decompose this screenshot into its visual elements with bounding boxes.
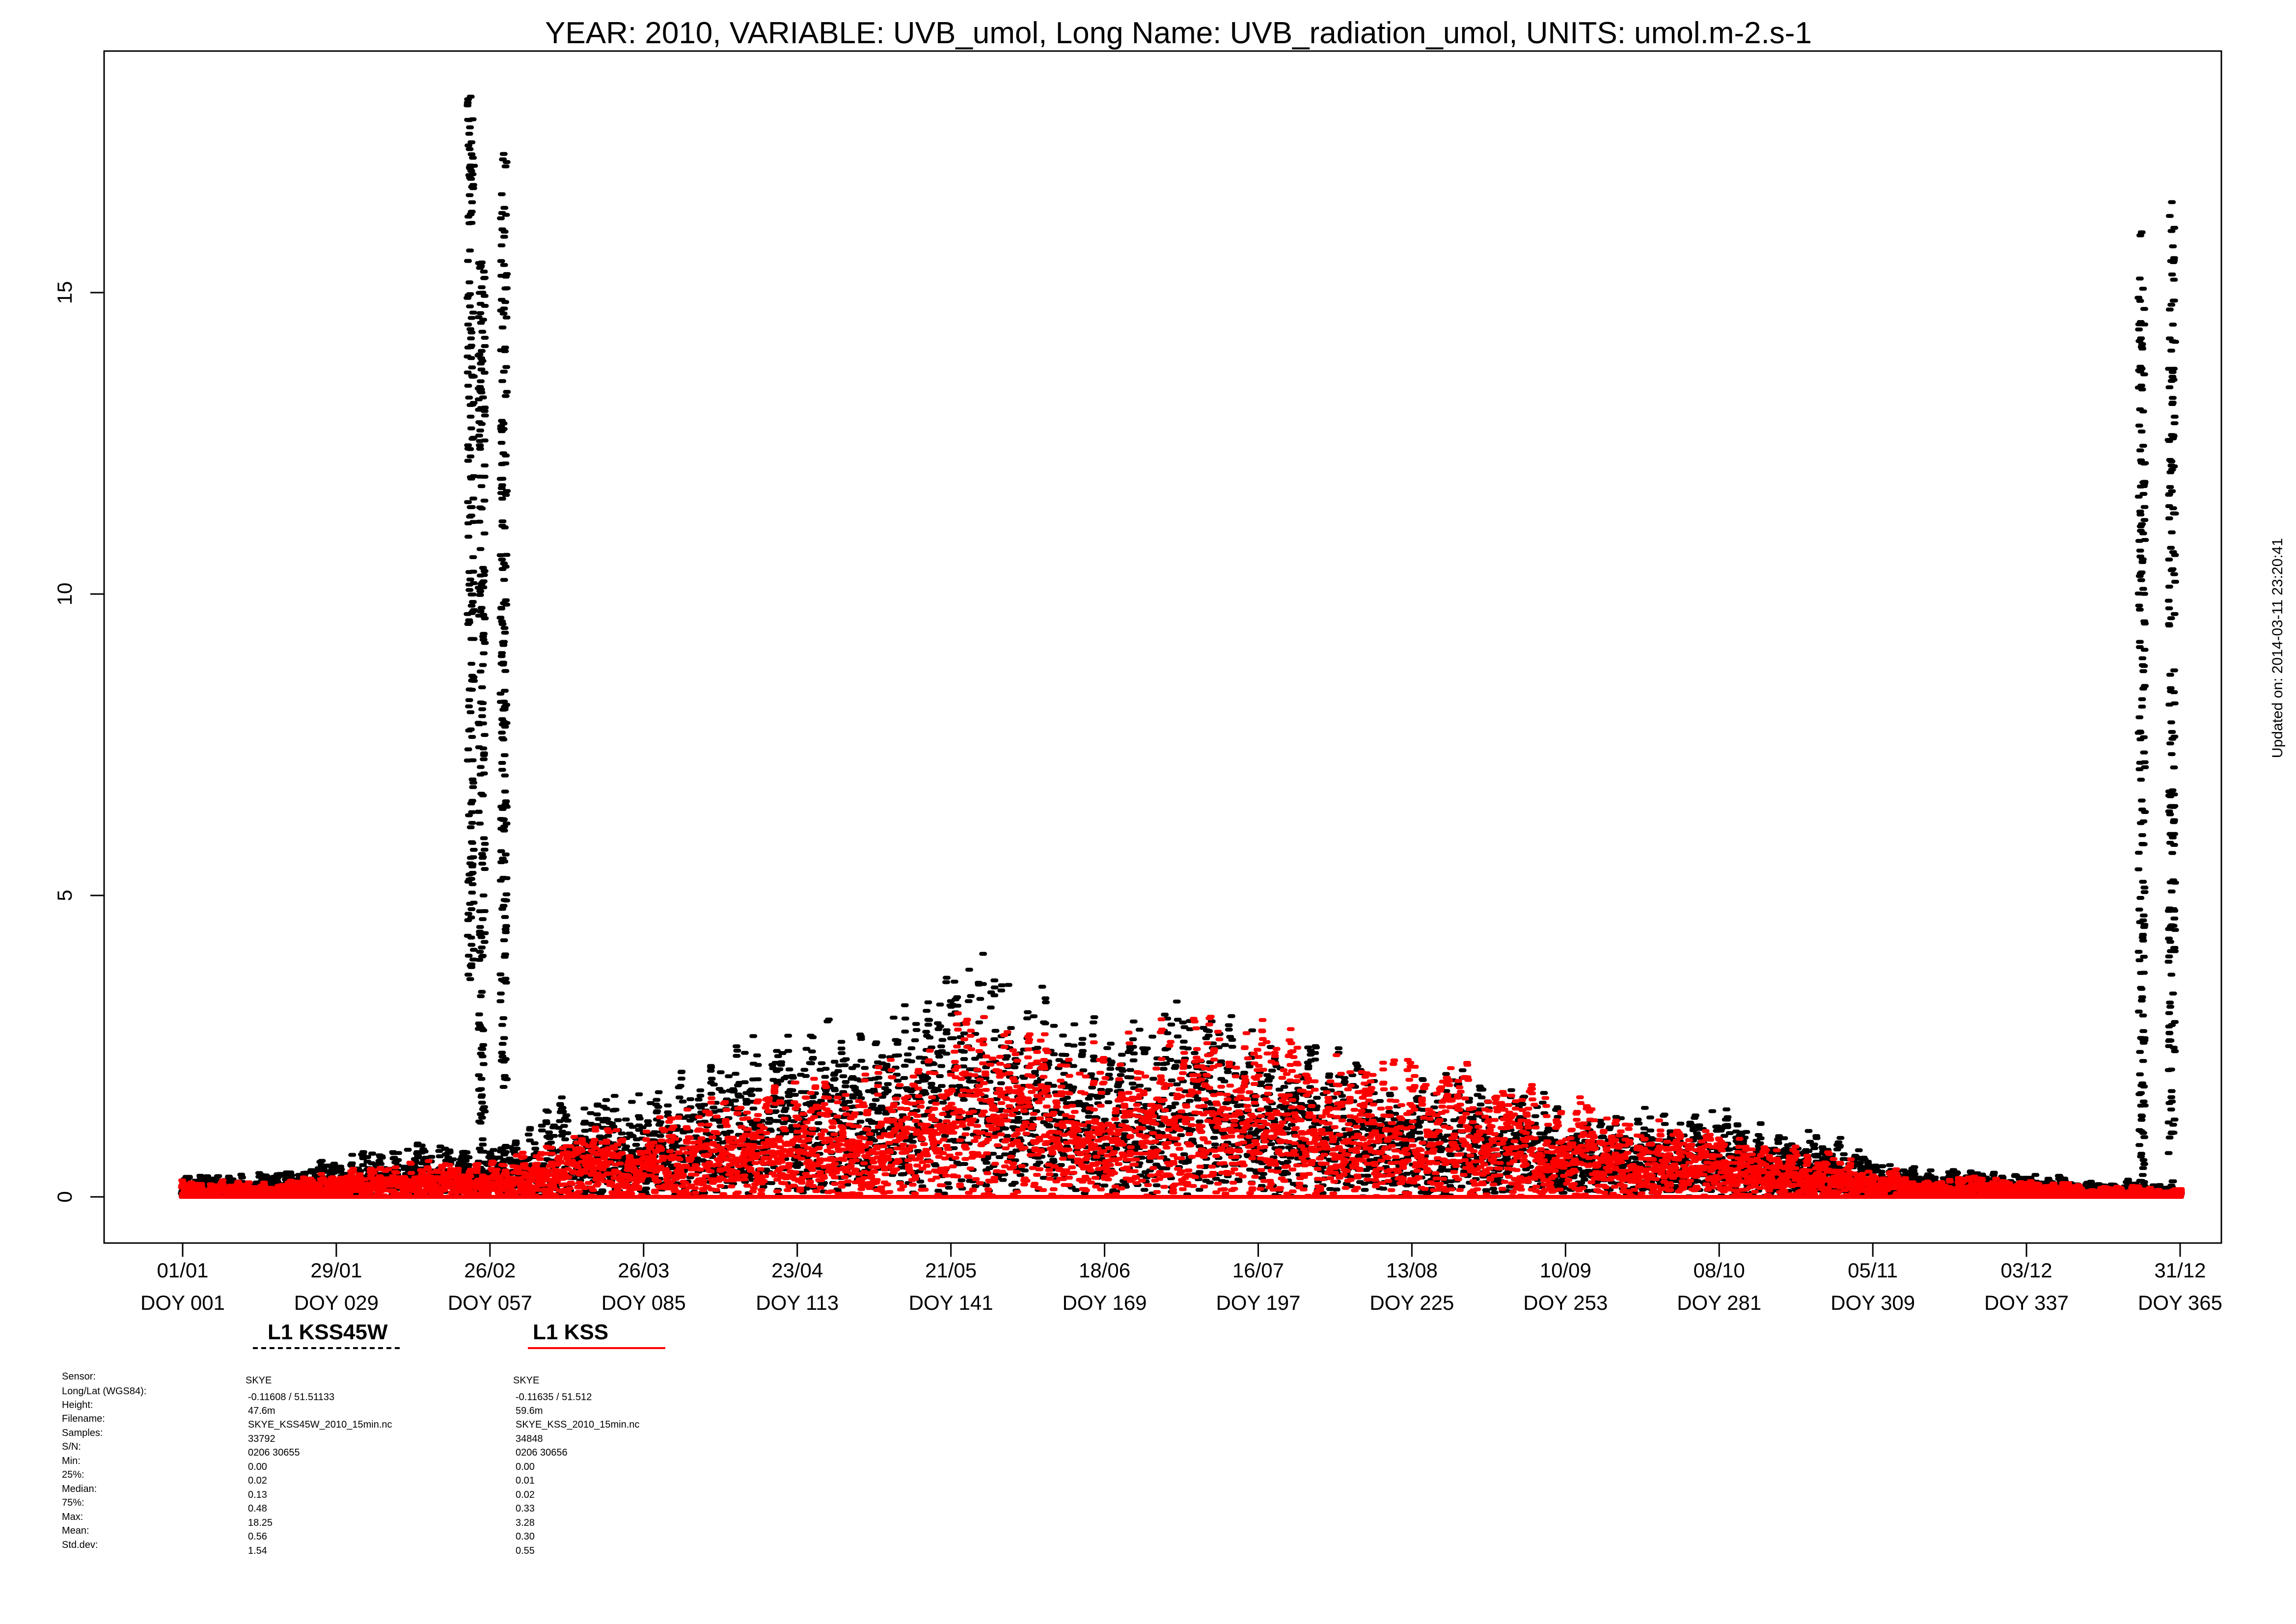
x-tick-date-label: 23/04 [771, 1259, 823, 1282]
meta-value: 0.33 [516, 1503, 535, 1514]
meta-value: 34848 [516, 1434, 543, 1444]
x-tick-date-label: 29/01 [310, 1259, 362, 1282]
x-tick-date-label: 26/02 [464, 1259, 516, 1282]
meta-value: 0.00 [248, 1462, 267, 1472]
meta-value: -0.11608 / 51.51133 [248, 1392, 334, 1403]
x-tick-date-label: 05/11 [1848, 1259, 1898, 1282]
meta-value: SKYE [513, 1375, 539, 1386]
x-tick-date-label: 16/07 [1232, 1259, 1284, 1282]
x-tick-doy-label: DOY 309 [1831, 1291, 1915, 1314]
meta-value: 1.54 [248, 1545, 267, 1556]
meta-label: Filename: [62, 1413, 105, 1424]
x-tick-date-label: 18/06 [1079, 1259, 1130, 1282]
series-marks [178, 94, 2185, 1199]
legend-label: L1 KSS [533, 1320, 608, 1344]
x-tick-doy-label: DOY 365 [2138, 1291, 2222, 1314]
meta-value: 0.00 [516, 1462, 535, 1472]
series-kss45w-points [178, 94, 2185, 1199]
x-tick-date-label: 01/01 [157, 1259, 208, 1282]
meta-label: Min: [62, 1456, 81, 1466]
meta-value: 0206 30655 [248, 1447, 300, 1458]
x-tick-doy-label: DOY 337 [1984, 1291, 2069, 1314]
x-tick-date-label: 08/10 [1694, 1259, 1745, 1282]
legend: L1 KSS45W L1 KSS [253, 1320, 665, 1349]
meta-label: Median: [62, 1484, 97, 1494]
x-tick-doy-label: DOY 281 [1677, 1291, 1761, 1314]
y-tick-label: 5 [53, 890, 76, 901]
meta-value: 0.01 [516, 1475, 535, 1486]
meta-label: 25%: [62, 1469, 84, 1480]
x-tick-date-label: 21/05 [925, 1259, 977, 1282]
y-tick-label: 15 [53, 281, 76, 304]
updated-timestamp: Updated on: 2014-03-11 23:20:41 [2269, 538, 2286, 758]
x-tick-doy-label: DOY 029 [294, 1291, 379, 1314]
chart-title: YEAR: 2010, VARIABLE: UVB_umol, Long Nam… [545, 16, 1812, 50]
meta-value: 18.25 [248, 1517, 273, 1528]
meta-value: 59.6m [516, 1406, 543, 1416]
meta-value: SKYE_KSS_2010_15min.nc [516, 1419, 639, 1430]
meta-label: 75%: [62, 1497, 84, 1508]
x-tick-doy-label: DOY 197 [1216, 1291, 1300, 1314]
meta-value: SKYE [246, 1375, 272, 1386]
meta-value: 0.02 [516, 1489, 535, 1500]
meta-value: 0206 30656 [516, 1447, 568, 1458]
x-tick-date-label: 13/08 [1386, 1259, 1438, 1282]
x-tick-doy-label: DOY 225 [1369, 1291, 1454, 1314]
meta-value: 0.48 [248, 1503, 267, 1514]
meta-value: 47.6m [248, 1406, 275, 1416]
meta-label: Std.dev: [62, 1540, 98, 1550]
meta-label: Long/Lat (WGS84): [62, 1386, 146, 1397]
meta-value: 3.28 [516, 1517, 535, 1528]
meta-label: Samples: [62, 1428, 103, 1438]
y-tick-label: 0 [53, 1191, 76, 1202]
x-tick-doy-label: DOY 001 [140, 1291, 225, 1314]
sensor-metadata: Sensor: SKYE SKYE Long/Lat (WGS84): -0.11608… [62, 1371, 639, 1556]
x-axis: 01/01 DOY 001 29/01 DOY 029 26/02 DOY 057 26/0… [140, 1242, 2222, 1314]
meta-label: Height: [62, 1400, 93, 1410]
x-tick-doy-label: DOY 057 [448, 1291, 532, 1314]
meta-value: 0.55 [516, 1545, 535, 1556]
x-tick-doy-label: DOY 113 [756, 1291, 839, 1314]
x-tick-doy-label: DOY 253 [1523, 1291, 1608, 1314]
meta-label: Max: [62, 1512, 83, 1522]
x-tick-doy-label: DOY 169 [1063, 1291, 1147, 1314]
meta-value: SKYE_KSS45W_2010_15min.nc [248, 1419, 392, 1430]
x-tick-date-label: 26/03 [618, 1259, 669, 1282]
x-tick-date-label: 10/09 [1540, 1259, 1591, 1282]
data-points [178, 94, 2185, 1199]
y-axis: 0 5 10 15 [53, 281, 104, 1203]
y-tick-label: 10 [53, 583, 76, 606]
meta-value: -0.11635 / 51.512 [516, 1392, 592, 1403]
meta-value: 0.56 [248, 1531, 267, 1542]
meta-label: Sensor: [62, 1371, 96, 1382]
x-tick-date-label: 03/12 [2001, 1259, 2052, 1282]
series-kss-points [178, 1011, 2185, 1199]
meta-value: 33792 [248, 1434, 275, 1444]
legend-label: L1 KSS45W [268, 1320, 388, 1344]
meta-label: S/N: [62, 1441, 81, 1452]
x-tick-doy-label: DOY 141 [909, 1291, 993, 1314]
series-marks [178, 1011, 2185, 1199]
meta-value: 0.02 [248, 1475, 267, 1486]
x-tick-date-label: 31/12 [2154, 1259, 2206, 1282]
meta-value: 0.13 [248, 1489, 267, 1500]
meta-label: Mean: [62, 1525, 89, 1536]
x-tick-doy-label: DOY 085 [601, 1291, 686, 1314]
meta-value: 0.30 [516, 1531, 535, 1542]
